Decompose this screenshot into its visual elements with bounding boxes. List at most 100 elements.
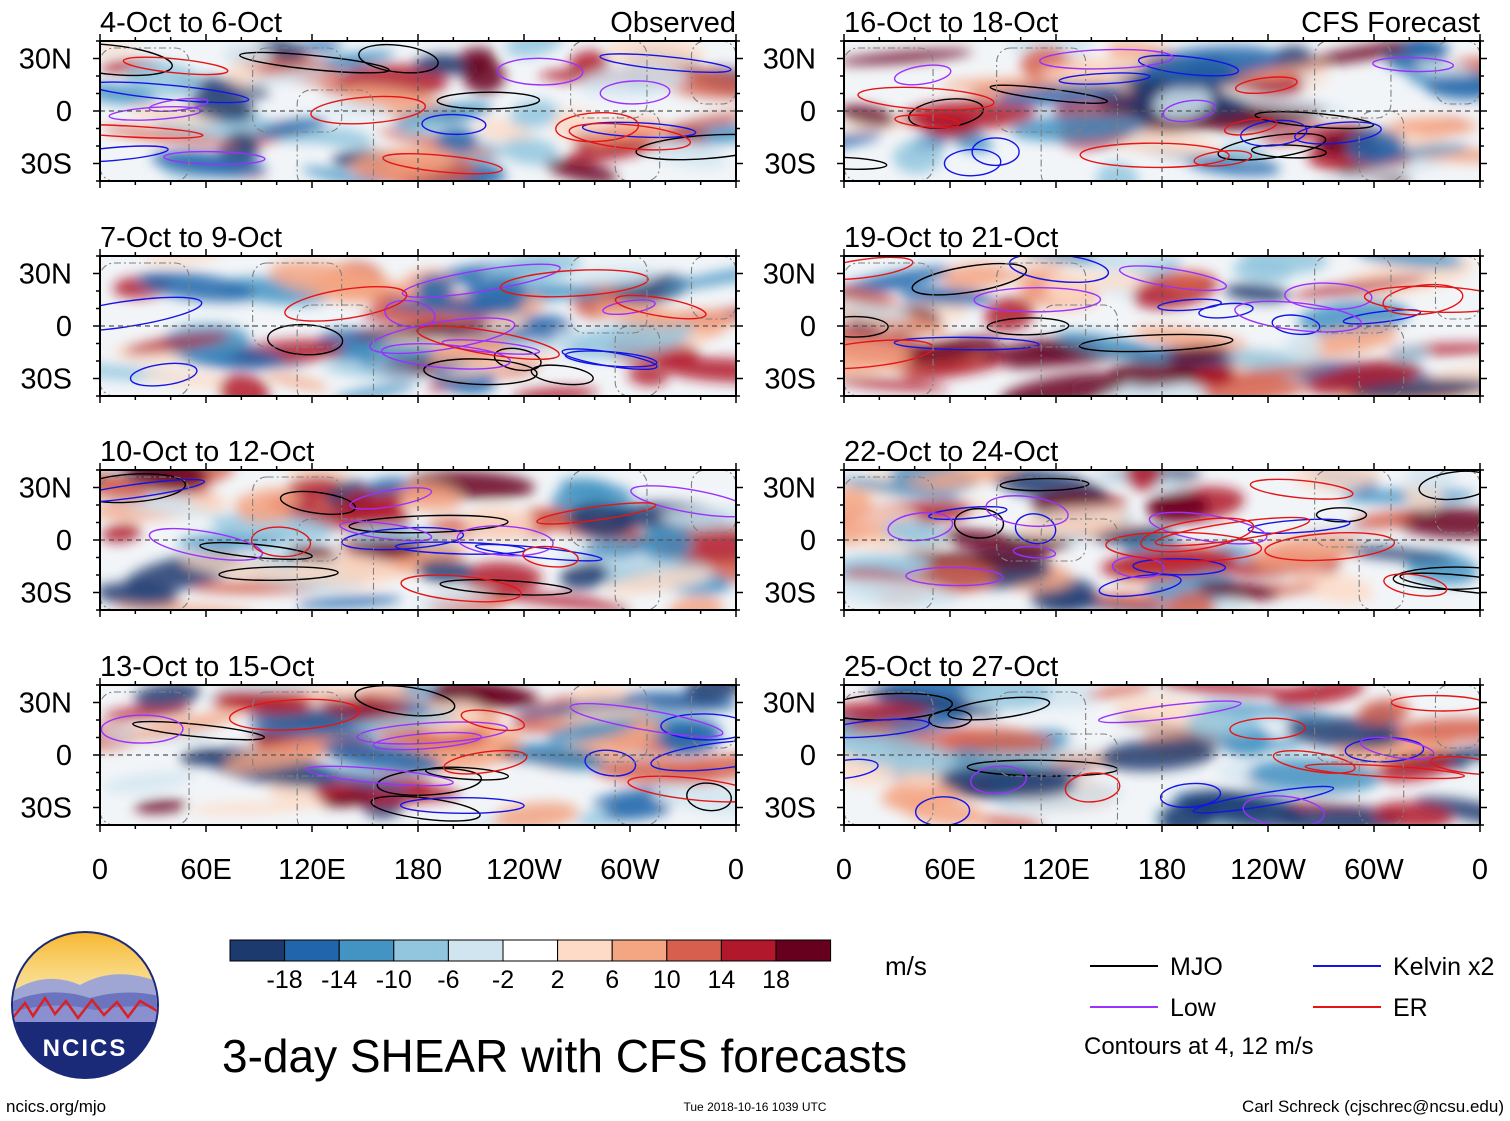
contour-line <box>584 749 637 777</box>
colorbar-swatch <box>611 939 668 962</box>
contour-line <box>1271 314 1321 336</box>
contour-line <box>905 566 1004 587</box>
contour-line <box>100 124 204 139</box>
x-tick-label: 0 <box>92 854 108 886</box>
panel-date-label: 19-Oct to 21-Oct <box>844 222 1058 254</box>
contour-line <box>1247 518 1351 535</box>
contour-line <box>1079 142 1230 169</box>
y-tick-label: 30S <box>764 149 816 181</box>
coastline <box>614 110 661 181</box>
x-tick-label: 60W <box>600 854 660 886</box>
coastline <box>296 89 375 181</box>
colorbar-swatch <box>338 939 395 962</box>
contour-line <box>1372 56 1455 73</box>
shear-panel: 30N 0 30S 19-Oct to 21-Oct <box>763 222 1487 403</box>
legend-item: Low <box>1090 994 1217 1022</box>
contour-line <box>443 749 528 775</box>
coastline <box>1314 41 1392 119</box>
shear-panel: 30N 0 30S 10-Oct to 12-Oct <box>19 436 743 617</box>
contour-line <box>1315 507 1368 523</box>
contour-line <box>148 527 264 561</box>
shear-panel: 30N 0 30S 13-Oct to 15-Oct <box>19 651 743 832</box>
contour-line <box>999 477 1090 492</box>
contour-line <box>581 121 697 139</box>
contour-line <box>1198 302 1254 319</box>
panel-date-label: 16-Oct to 18-Oct <box>844 7 1058 39</box>
colorbar-swatch <box>502 939 559 962</box>
contour-line <box>1382 283 1464 316</box>
contour-line <box>569 702 724 738</box>
colorbar-swatch <box>447 939 504 962</box>
colorbar-swatch <box>393 939 449 962</box>
contour-line <box>369 317 516 355</box>
contour-line <box>555 112 640 143</box>
colorbar-swatch <box>666 939 722 962</box>
y-tick-label: 0 <box>56 96 72 128</box>
contour-line <box>1363 285 1480 314</box>
coastline <box>844 47 934 181</box>
contour-line <box>1284 282 1373 311</box>
contour-line <box>1342 309 1422 325</box>
contour-line <box>568 122 692 151</box>
column-header: Observed <box>610 7 736 39</box>
contour-line <box>1132 558 1227 576</box>
coastline <box>1314 256 1392 334</box>
colorbar-swatch <box>557 939 613 962</box>
coastline <box>100 691 190 825</box>
contour-line <box>1430 755 1480 775</box>
shear-panel: 30N 0 30S 4-Oct to 6-Oct Observed <box>19 7 743 188</box>
contour-line <box>1234 300 1363 333</box>
contour-line <box>100 473 187 504</box>
x-tick-label: 180 <box>1138 854 1186 886</box>
contour-line <box>1098 573 1182 598</box>
logo-text: NCICS <box>43 1035 128 1062</box>
contour-line <box>423 358 538 386</box>
contour-line <box>284 286 408 322</box>
contour-line <box>1148 511 1268 545</box>
contour-line <box>499 269 649 298</box>
contour-line <box>599 80 671 105</box>
contour-line <box>536 502 657 525</box>
colorbar-label: -18 <box>267 966 303 994</box>
contour-line <box>1249 478 1354 500</box>
coastline <box>844 691 934 825</box>
contour-line <box>372 731 482 751</box>
y-tick-label: 0 <box>800 525 816 557</box>
colorbar-label: 10 <box>653 966 681 994</box>
colorbar-label: -6 <box>437 966 459 994</box>
contour-line <box>1418 470 1480 501</box>
contour-line <box>1217 132 1327 161</box>
colorbar-label: -14 <box>321 966 357 994</box>
colorbar-label: -10 <box>376 966 412 994</box>
y-tick-label: 30S <box>20 578 72 610</box>
coastline <box>1358 325 1405 396</box>
contour-line <box>356 721 508 745</box>
contour-line <box>914 796 971 825</box>
contour-line <box>928 505 1008 521</box>
contour-note: Contours at 4, 12 m/s <box>1084 1033 1313 1060</box>
y-tick-label: 0 <box>56 740 72 772</box>
ncics-logo: NCICS <box>11 931 159 1079</box>
y-tick-label: 30N <box>763 688 816 720</box>
coastline <box>614 539 661 610</box>
contour-line <box>943 148 1002 177</box>
contour-line <box>218 566 339 582</box>
contour-line <box>1193 149 1253 167</box>
colorbar-label: 14 <box>707 966 735 994</box>
shear-panel: 30N 0 30S 7-Oct to 9-Oct <box>19 222 743 403</box>
author-credit: Carl Schreck (cjschrec@ncsu.edu) <box>1242 1097 1504 1116</box>
contour-line <box>148 97 209 113</box>
coastline <box>570 256 648 334</box>
contour-line <box>928 709 973 729</box>
contour-line <box>460 709 526 732</box>
contour-line <box>985 495 1069 528</box>
x-tick-label: 180 <box>394 854 442 886</box>
contour-line <box>986 317 1070 336</box>
panel-date-label: 22-Oct to 24-Oct <box>844 436 1058 468</box>
coastline <box>570 470 648 548</box>
colorbar-label: 6 <box>605 966 619 994</box>
contour-line <box>1192 785 1335 814</box>
x-tick-label: 120W <box>486 854 562 886</box>
contour-line <box>660 713 736 741</box>
